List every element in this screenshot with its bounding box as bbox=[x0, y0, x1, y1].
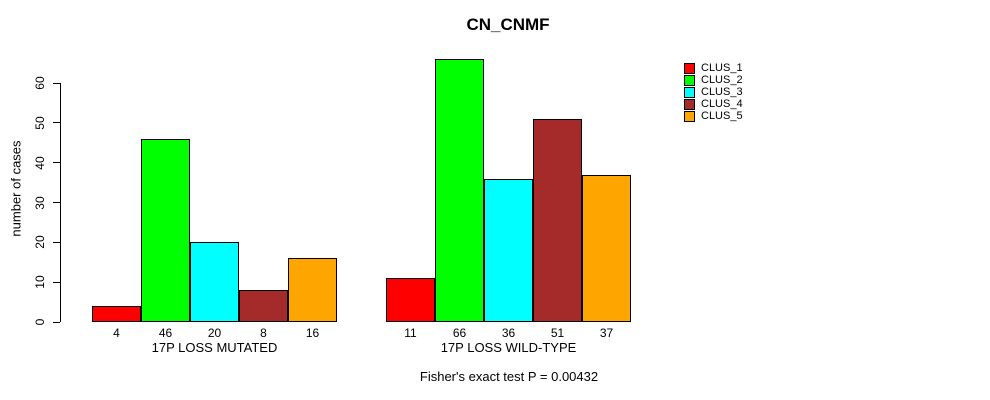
legend-item-clus_5: CLUS_5 bbox=[684, 110, 743, 122]
legend-label: CLUS_1 bbox=[701, 62, 743, 74]
legend-item-clus_2: CLUS_2 bbox=[684, 74, 743, 86]
bar-value-label: 37 bbox=[599, 326, 614, 340]
legend-label: CLUS_4 bbox=[701, 98, 743, 110]
y-tick-mark bbox=[53, 162, 60, 164]
y-tick-mark bbox=[53, 122, 60, 124]
legend-item-clus_4: CLUS_4 bbox=[684, 98, 743, 110]
bar-value-label: 66 bbox=[452, 326, 467, 340]
legend-label: CLUS_3 bbox=[701, 86, 743, 98]
group-label-1: 17P LOSS MUTATED bbox=[151, 340, 278, 355]
bar-clus_1-group1 bbox=[92, 306, 141, 322]
bar-clus_2-group1 bbox=[141, 138, 190, 322]
bar-clus_2-group2 bbox=[435, 59, 484, 322]
bar-value-label: 16 bbox=[305, 326, 320, 340]
legend-item-clus_3: CLUS_3 bbox=[684, 86, 743, 98]
y-tick-label: 50 bbox=[33, 116, 47, 130]
fisher-test-note: Fisher's exact test P = 0.00432 bbox=[419, 369, 599, 384]
legend-label: CLUS_2 bbox=[701, 74, 743, 86]
bar-clus_1-group2 bbox=[386, 278, 435, 322]
legend-swatch-icon bbox=[684, 110, 695, 122]
bar-clus_4-group2 bbox=[533, 118, 582, 322]
legend-label: CLUS_5 bbox=[701, 110, 743, 122]
bar-value-label: 11 bbox=[404, 326, 417, 340]
y-tick-mark bbox=[53, 202, 60, 203]
y-tick-label: 30 bbox=[33, 195, 47, 210]
bar-clus_3-group1 bbox=[190, 242, 239, 322]
legend-swatch-icon bbox=[684, 98, 695, 110]
chart-title: CN_CNMF bbox=[466, 15, 550, 34]
bar-value-label: 51 bbox=[550, 326, 565, 340]
legend-item-clus_1: CLUS_1 bbox=[684, 62, 743, 74]
y-tick-mark bbox=[53, 321, 60, 323]
bar-value-label: 4 bbox=[113, 326, 120, 340]
y-tick-label: 60 bbox=[33, 76, 47, 90]
group-label-2: 17P LOSS WILD-TYPE bbox=[440, 340, 577, 355]
y-tick-mark bbox=[53, 281, 60, 283]
bar-value-label: 46 bbox=[158, 326, 173, 340]
bar-value-label: 8 bbox=[260, 326, 267, 340]
bar-clus_5-group1 bbox=[288, 258, 337, 322]
y-axis-label: number of cases bbox=[8, 140, 24, 237]
y-axis-line bbox=[60, 83, 61, 322]
legend-swatch-icon bbox=[684, 62, 695, 74]
bar-value-label: 36 bbox=[501, 326, 516, 340]
y-tick-mark bbox=[53, 82, 60, 84]
bar-value-label: 20 bbox=[207, 326, 222, 340]
legend-swatch-icon bbox=[684, 86, 695, 98]
legend: CLUS_1 CLUS_2 CLUS_3 CLUS_4 CLUS_5 bbox=[684, 62, 743, 122]
bar-clus_5-group2 bbox=[582, 174, 631, 322]
y-tick-mark bbox=[53, 241, 60, 243]
bar-clus_3-group2 bbox=[484, 178, 533, 322]
y-tick-label: 10 bbox=[33, 275, 47, 289]
bar-clus_4-group1 bbox=[239, 290, 288, 322]
y-tick-label: 20 bbox=[33, 235, 47, 250]
y-tick-label: 0 bbox=[33, 318, 47, 326]
legend-swatch-icon bbox=[684, 74, 695, 86]
y-tick-label: 40 bbox=[33, 155, 47, 170]
